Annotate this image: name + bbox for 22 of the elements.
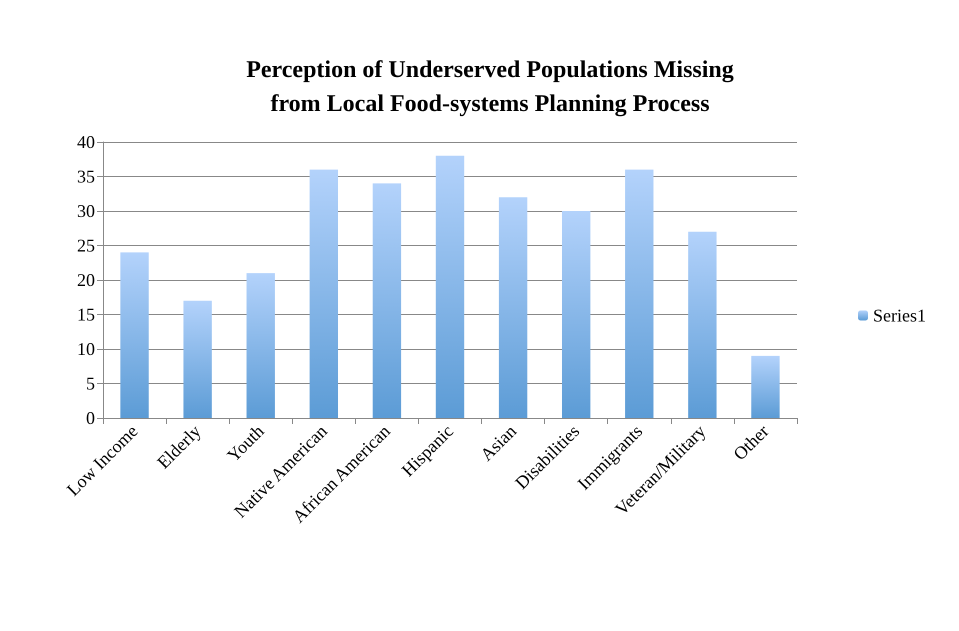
y-tick-label: 30 xyxy=(77,201,95,221)
bar xyxy=(246,273,275,418)
y-tick-label: 0 xyxy=(86,408,95,428)
y-tick-label: 25 xyxy=(77,236,95,256)
bar xyxy=(751,356,780,418)
bar xyxy=(562,211,590,418)
legend-label: Series1 xyxy=(873,306,926,326)
y-tick-label: 40 xyxy=(77,132,95,152)
chart-title: Perception of Underserved Populations Missing from Local Food-systems Planning Process xyxy=(246,57,734,117)
bar xyxy=(498,197,528,418)
bar xyxy=(120,252,149,418)
bar xyxy=(688,232,717,418)
bar xyxy=(183,300,212,418)
y-tick-label: 15 xyxy=(77,304,95,324)
bar xyxy=(372,183,402,418)
y-tick-label: 10 xyxy=(77,339,95,359)
bar xyxy=(310,170,338,418)
y-tick-label: 35 xyxy=(77,166,95,186)
bar xyxy=(625,170,654,418)
y-tick-label: 20 xyxy=(77,270,95,290)
bar xyxy=(436,156,464,418)
y-tick-label: 5 xyxy=(86,374,95,394)
